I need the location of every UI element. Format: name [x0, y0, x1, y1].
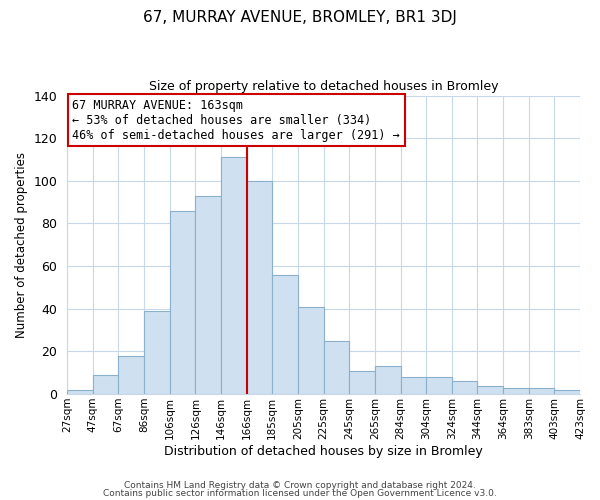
Bar: [426, 377, 452, 394]
X-axis label: Distribution of detached houses by size in Bromley: Distribution of detached houses by size …: [164, 444, 483, 458]
Y-axis label: Number of detached properties: Number of detached properties: [15, 152, 28, 338]
Bar: [247, 181, 272, 394]
Bar: [503, 388, 529, 394]
Title: Size of property relative to detached houses in Bromley: Size of property relative to detached ho…: [149, 80, 499, 93]
Bar: [323, 340, 349, 394]
Bar: [144, 311, 170, 394]
Bar: [93, 375, 118, 394]
Bar: [272, 274, 298, 394]
Bar: [170, 210, 196, 394]
Bar: [375, 366, 401, 394]
Bar: [67, 390, 93, 394]
Bar: [554, 390, 580, 394]
Bar: [221, 158, 247, 394]
Text: Contains public sector information licensed under the Open Government Licence v3: Contains public sector information licen…: [103, 488, 497, 498]
Text: 67 MURRAY AVENUE: 163sqm
← 53% of detached houses are smaller (334)
46% of semi-: 67 MURRAY AVENUE: 163sqm ← 53% of detach…: [72, 98, 400, 142]
Text: 67, MURRAY AVENUE, BROMLEY, BR1 3DJ: 67, MURRAY AVENUE, BROMLEY, BR1 3DJ: [143, 10, 457, 25]
Bar: [118, 356, 144, 394]
Bar: [349, 370, 375, 394]
Bar: [478, 386, 503, 394]
Bar: [298, 306, 323, 394]
Bar: [452, 381, 478, 394]
Text: Contains HM Land Registry data © Crown copyright and database right 2024.: Contains HM Land Registry data © Crown c…: [124, 481, 476, 490]
Bar: [401, 377, 426, 394]
Bar: [529, 388, 554, 394]
Bar: [196, 196, 221, 394]
